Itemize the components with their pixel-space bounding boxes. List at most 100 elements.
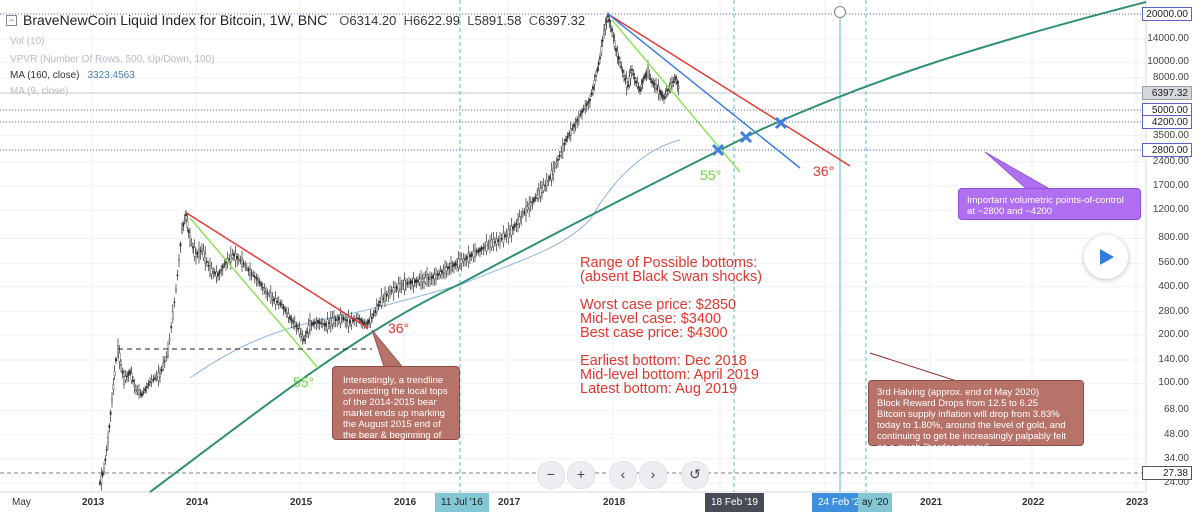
- halving-note[interactable]: 3rd Halving (approx. end of May 2020) Bl…: [868, 380, 1084, 453]
- reset-chart-button[interactable]: ↺: [681, 461, 709, 489]
- candle-body: [149, 381, 151, 383]
- time-marker-feb-2019[interactable]: 18 Feb '19: [705, 493, 764, 512]
- zoom-out-button[interactable]: −: [537, 461, 565, 489]
- candle-body: [438, 273, 440, 275]
- intersection-marker-4300: [774, 116, 788, 130]
- candle-body: [574, 122, 577, 125]
- candle-body: [651, 80, 653, 84]
- candle-body: [198, 248, 200, 258]
- candle-body: [250, 272, 253, 275]
- candle-body: [107, 437, 109, 444]
- candle-body: [182, 223, 185, 227]
- candle-body: [333, 317, 335, 324]
- vline-handle[interactable]: [834, 6, 846, 18]
- candle-body: [663, 96, 665, 100]
- candle-body: [640, 84, 643, 88]
- candle-body: [115, 358, 117, 362]
- candle-body: [631, 69, 633, 71]
- candle-body: [673, 79, 676, 81]
- candle-body: [533, 198, 535, 202]
- intersection-marker-2800: [711, 143, 725, 157]
- scroll-left-button[interactable]: ‹: [609, 461, 637, 489]
- candle-body: [475, 250, 478, 254]
- candle-body: [193, 246, 196, 257]
- indicator-vol[interactable]: Vol (10): [10, 36, 45, 47]
- zoom-in-button[interactable]: +: [567, 461, 595, 489]
- candle-body: [273, 298, 275, 302]
- candle-body: [487, 244, 490, 247]
- candle-body: [234, 253, 237, 261]
- candle-body: [135, 389, 137, 391]
- candle-body: [439, 271, 442, 275]
- candle-body: [207, 265, 210, 267]
- candle-body: [221, 265, 224, 269]
- candle-body: [649, 78, 652, 80]
- candle-body: [331, 318, 334, 325]
- candle-body: [392, 287, 395, 294]
- candle-body: [258, 280, 261, 284]
- price-tick-label: 8000.00: [1152, 71, 1189, 83]
- candle-body: [297, 327, 299, 330]
- candle-body: [298, 328, 301, 335]
- time-label-2022: 2022: [1022, 497, 1045, 508]
- trendline-green-2014: [189, 217, 319, 369]
- time-marker-may-2020[interactable]: ay '20: [858, 493, 893, 512]
- scroll-right-button[interactable]: ›: [639, 461, 667, 489]
- time-marker-feb-2020[interactable]: 24 Feb '20: [812, 493, 871, 512]
- candle-body: [209, 265, 211, 276]
- candle-body: [239, 259, 242, 262]
- candle-body: [379, 300, 381, 303]
- symbol-title: BraveNewCoin Liquid Index for Bitcoin, 1…: [23, 12, 328, 28]
- candle-body: [655, 84, 657, 89]
- candle-body: [619, 61, 621, 64]
- collapse-icon[interactable]: −: [6, 14, 17, 26]
- candle-body: [320, 322, 323, 325]
- candle-body: [347, 317, 350, 327]
- candle-body: [377, 303, 380, 307]
- candle-body: [186, 219, 189, 228]
- candle-body: [138, 390, 140, 396]
- candle-body: [459, 259, 461, 266]
- volumetric-note[interactable]: Important volumetric points-of-control a…: [958, 188, 1141, 220]
- time-marker-jul-2016[interactable]: 11 Jul '16: [435, 493, 489, 512]
- candle-body: [587, 101, 590, 104]
- candle-body: [412, 278, 415, 286]
- candle-body: [661, 95, 664, 97]
- indicator-ma160-value: 3323.4563: [87, 70, 135, 81]
- candle-body: [595, 75, 597, 77]
- candle-body: [577, 116, 580, 119]
- candle-body: [162, 362, 165, 370]
- trendline-note[interactable]: Interestingly, a trendline connecting th…: [332, 366, 460, 452]
- candle-body: [555, 162, 558, 165]
- candle-body: [282, 305, 285, 310]
- candle-body: [255, 277, 258, 280]
- candle-body: [502, 232, 505, 243]
- indicator-vpvr[interactable]: VPVR (Number Of Rows, 500, Up/Down, 100): [10, 54, 215, 65]
- replay-play-button[interactable]: [1084, 235, 1128, 279]
- candle-body: [561, 144, 564, 152]
- candle-body: [229, 253, 232, 263]
- candle-body: [490, 239, 493, 248]
- candle-body: [120, 364, 122, 366]
- price-tick-label: 400.00: [1158, 280, 1189, 292]
- candle-body: [484, 246, 486, 248]
- candle-body: [363, 322, 366, 325]
- candle-body: [181, 228, 183, 233]
- indicator-ma160[interactable]: MA (160, close) 3323.4563: [10, 70, 135, 81]
- candle-body: [515, 222, 518, 226]
- time-label-2016: 2016: [394, 497, 417, 508]
- candle-body: [274, 298, 277, 305]
- candle-body: [300, 333, 302, 335]
- candle-body: [632, 73, 635, 75]
- indicator-ma9[interactable]: MA (9, close): [10, 86, 69, 97]
- candle-body: [205, 260, 208, 264]
- candle-body: [485, 241, 488, 252]
- candle-body: [596, 68, 599, 72]
- angle-label-55-right: 55°: [700, 167, 722, 183]
- candle-body: [550, 170, 553, 180]
- candle-body: [590, 92, 593, 96]
- candle-body: [109, 411, 112, 415]
- candle-body: [349, 320, 351, 324]
- candle-body: [142, 391, 145, 394]
- price-tick-label: 14000.00: [1147, 32, 1189, 44]
